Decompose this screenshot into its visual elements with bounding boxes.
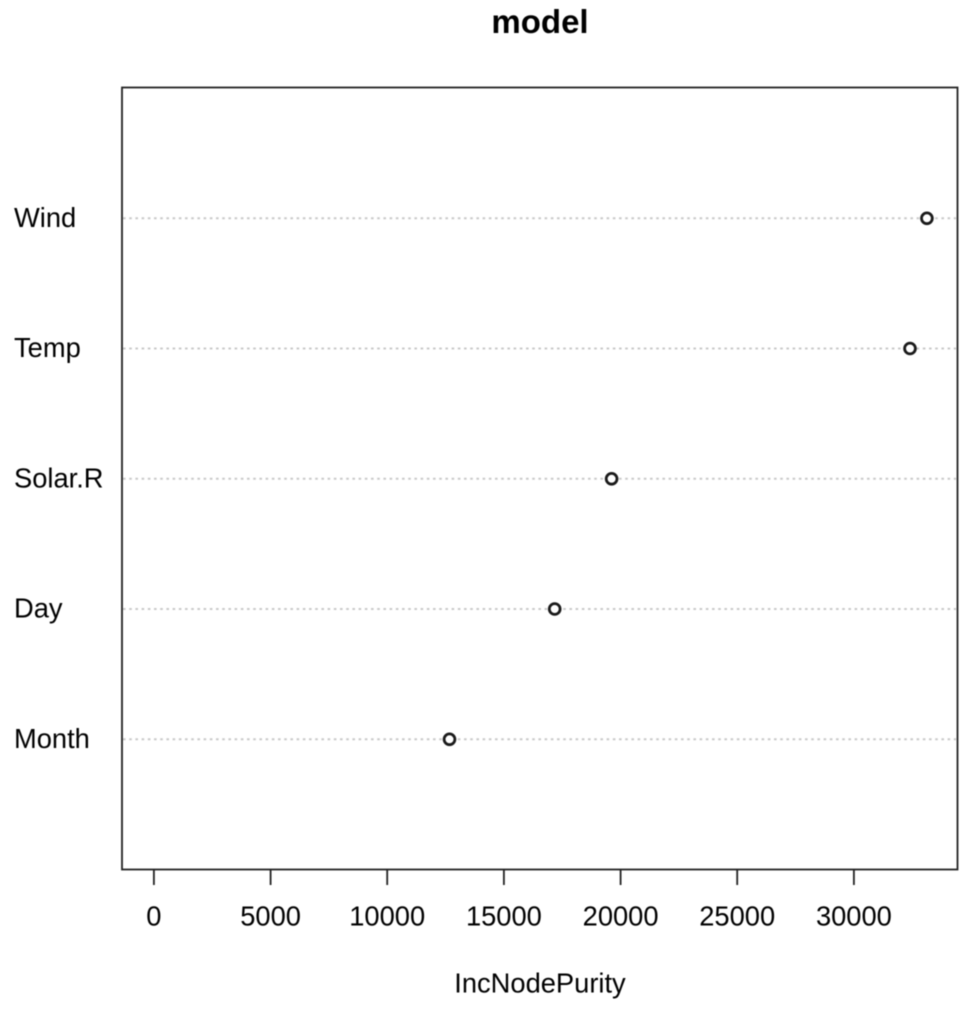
svg-text:IncNodePurity: IncNodePurity bbox=[454, 968, 626, 999]
svg-text:Day: Day bbox=[14, 593, 63, 624]
svg-text:30000: 30000 bbox=[816, 901, 892, 932]
svg-text:Solar.R: Solar.R bbox=[14, 463, 104, 494]
svg-text:Wind: Wind bbox=[14, 202, 76, 233]
svg-text:model: model bbox=[491, 3, 588, 40]
svg-text:15000: 15000 bbox=[466, 901, 542, 932]
svg-text:25000: 25000 bbox=[699, 901, 775, 932]
svg-text:0: 0 bbox=[146, 901, 161, 932]
svg-text:5000: 5000 bbox=[240, 901, 301, 932]
svg-text:Temp: Temp bbox=[14, 332, 81, 363]
svg-text:20000: 20000 bbox=[583, 901, 659, 932]
svg-text:10000: 10000 bbox=[349, 901, 425, 932]
svg-text:Month: Month bbox=[14, 723, 90, 754]
